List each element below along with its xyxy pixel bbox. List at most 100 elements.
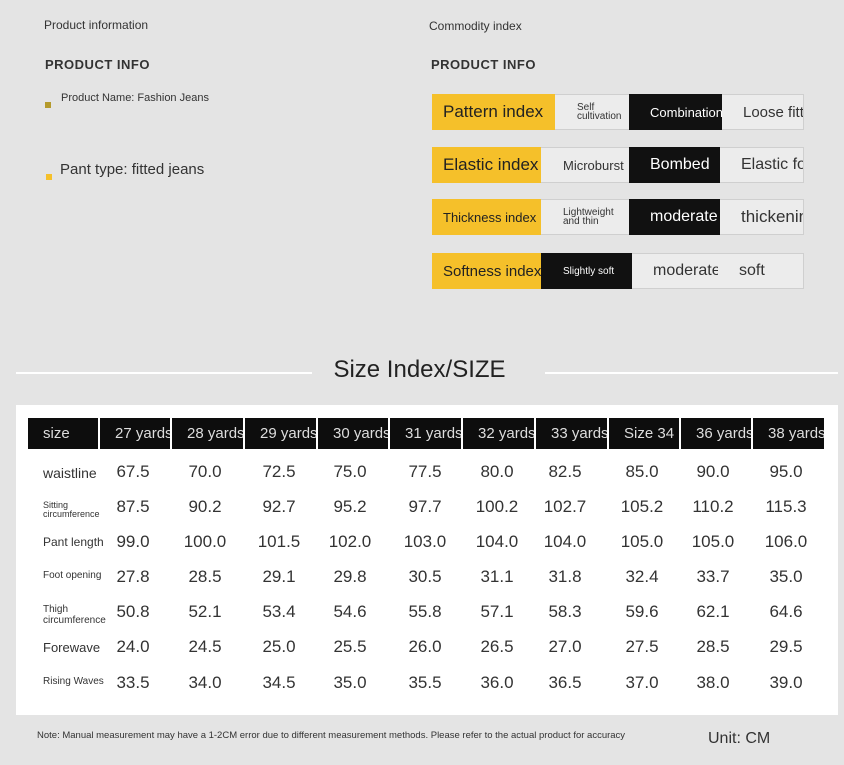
index-option: Elastic force [720,147,804,183]
index-option: moderate [632,253,718,289]
table-cell: 25.0 [262,637,296,656]
index-label: Softness index [432,253,541,289]
table-cell: 31.1 [480,567,514,586]
row-label: waistline [43,465,97,481]
table-cell: 26.0 [408,637,442,656]
table-cell: 58.3 [548,602,582,621]
header-size-column: 27 yards [100,418,170,449]
table-cell: 24.5 [188,637,222,656]
table-cell: 64.6 [769,602,803,621]
index-row: Softness index Slightly soft moderate soft [432,253,804,289]
table-cell: 110.2 [692,497,734,516]
table-cell: 101.5 [257,532,301,551]
table-cell: 100.2 [475,497,519,516]
table-cell: 105.0 [620,532,664,551]
size-index-title: Size Index/SIZE [333,356,506,383]
table-cell: 75.0 [333,462,367,481]
divider-left [16,372,312,374]
product-name-text: Product Name: Fashion Jeans [61,92,209,104]
table-cell: 57.1 [480,602,514,621]
table-cell: 92.7 [262,497,296,516]
table-cell: 34.0 [188,673,222,692]
index-option-selected: Combination [629,94,722,130]
table-cell: 39.0 [769,673,803,692]
table-cell: 27.0 [548,637,582,656]
row-label: Thigh circumference [43,604,106,626]
product-info-subheading: PRODUCT INFO [45,57,150,72]
table-cell: 25.5 [333,637,367,656]
table-cell: 33.7 [696,567,730,586]
table-cell: 102.0 [328,532,372,551]
table-cell: 53.4 [262,602,296,621]
table-cell: 105.2 [620,497,664,516]
divider-right [545,372,838,374]
table-cell: 90.2 [188,497,222,516]
table-cell: 87.5 [116,497,150,516]
size-table: size 27 yards 28 yards 29 yards 30 yards 31 y… [16,405,838,715]
table-cell: 31.8 [548,567,582,586]
table-cell: 38.0 [696,673,730,692]
header-size: size [28,418,98,449]
table-cell: 26.5 [480,637,514,656]
index-option: soft [718,253,804,289]
row-label: Forewave [43,640,101,655]
table-cell: 59.6 [625,602,659,621]
table-cell: 36.5 [548,673,582,692]
table-cell: 85.0 [625,462,659,481]
bullet-icon [46,174,52,180]
table-cell: 54.6 [333,602,367,621]
index-option: Lightweight and thin [541,199,629,235]
table-cell: 70.0 [188,462,222,481]
index-option-selected: Bombed [629,147,720,183]
table-cell: 100.0 [183,532,227,551]
row-label: Sitting circumference [43,500,100,520]
index-option-selected: Slightly soft [541,253,632,289]
table-cell: 24.0 [116,637,150,656]
table-cell: 36.0 [480,673,514,692]
index-label: Pattern index [432,94,555,130]
index-option: Self cultivation [555,94,629,130]
table-cell: 95.2 [333,497,367,516]
index-row: Thickness index Lightweight and thin moder… [432,199,804,235]
table-cell: 104.0 [475,532,519,551]
header-size-column: 30 yards [318,418,388,449]
table-cell: 52.1 [188,602,222,621]
row-label: Foot opening [43,570,102,581]
table-cell: 72.5 [262,462,296,481]
bullet-icon [45,102,51,108]
index-label: Elastic index [432,147,541,183]
table-cell: 95.0 [769,462,803,481]
index-option: Loose fitting [722,94,804,130]
table-cell: 80.0 [480,462,514,481]
table-cell: 62.1 [696,602,730,621]
index-option: Microburst [541,147,629,183]
commodity-index-subheading: PRODUCT INFO [431,57,536,72]
table-cell: 97.7 [408,497,442,516]
table-cell: 105.0 [691,532,735,551]
unit-label: Unit: CM [708,730,771,747]
commodity-index-heading: Commodity index [429,19,522,33]
table-cell: 99.0 [116,532,150,551]
table-cell: 29.1 [262,567,296,586]
index-row: Pattern index Self cultivation Combination… [432,94,804,130]
table-cell: 37.0 [625,673,659,692]
table-cell: 33.5 [116,673,150,692]
table-cell: 67.5 [116,462,150,481]
table-cell: 115.3 [765,497,807,516]
table-cell: 29.8 [333,567,367,586]
table-cell: 28.5 [696,637,730,656]
row-label: Rising Waves [43,676,104,687]
table-cell: 27.5 [625,637,659,656]
row-label: Pant length [43,535,104,549]
table-cell: 103.0 [403,532,447,551]
table-cell: 35.0 [333,673,367,692]
table-cell: 55.8 [408,602,442,621]
table-cell: 28.5 [188,567,222,586]
header-size-column: 38 yards [753,418,824,449]
table-cell: 27.8 [116,567,150,586]
header-size-column: 36 yards [681,418,751,449]
table-cell: 34.5 [262,673,296,692]
table-cell: 30.5 [408,567,442,586]
header-size-column: 33 yards [536,418,607,449]
